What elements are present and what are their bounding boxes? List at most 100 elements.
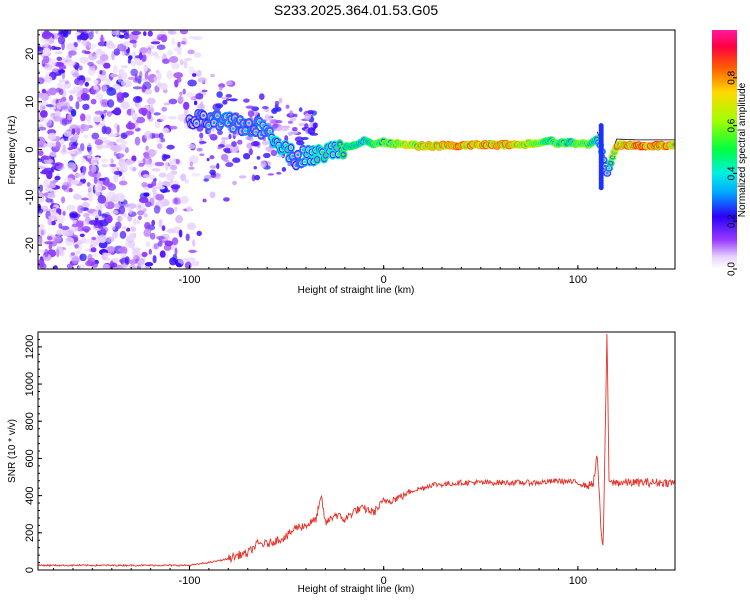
noise-blob (51, 102, 57, 106)
noise-blob (263, 152, 271, 159)
ridge-blob (301, 148, 305, 152)
noise-blob (184, 258, 188, 262)
noise-blob (56, 208, 62, 214)
ridge-blob (254, 130, 258, 134)
noise-blob (75, 32, 81, 36)
noise-blob (163, 102, 170, 106)
noise-blob (118, 205, 126, 215)
noise-blob (101, 118, 105, 127)
noise-blob (80, 92, 89, 101)
noise-blob (119, 142, 127, 151)
noise-blob (120, 80, 128, 87)
noise-blob (113, 48, 121, 56)
noise-blob (48, 193, 56, 198)
noise-blob (118, 180, 128, 186)
noise-blob (124, 242, 131, 247)
noise-blob (81, 157, 85, 164)
noise-blob (169, 257, 177, 266)
noise-blob (105, 236, 115, 243)
noise-blob (105, 257, 110, 262)
noise-blob (144, 130, 153, 140)
ridge-blob (315, 158, 319, 162)
colorbar-ticks: 0.0 0.2 0.4 0.6 0.8 (727, 70, 738, 276)
noise-blob (88, 219, 99, 226)
ridge-blob (296, 153, 300, 157)
noise-blob (119, 34, 125, 39)
noise-blob (147, 97, 156, 105)
noise-blob (58, 79, 66, 83)
noise-blob (68, 187, 73, 193)
noise-blob (48, 244, 53, 250)
noise-blob (162, 154, 171, 159)
noise-blob (68, 30, 72, 35)
noise-blob (168, 158, 178, 167)
colorbar-tick-label: 0.0 (727, 262, 738, 276)
noise-blob (42, 192, 49, 197)
noise-blob (182, 88, 186, 95)
snr-x-tick-label: -100 (178, 575, 200, 587)
snr-y-tick-label: 1000 (24, 372, 36, 396)
noise-blob (184, 179, 189, 184)
noise-blob (97, 194, 107, 204)
noise-blob (135, 116, 146, 124)
noise-blob (146, 110, 152, 120)
noise-blob (142, 156, 153, 165)
noise-blob (268, 115, 272, 122)
noise-blob (63, 130, 72, 137)
noise-blob (43, 55, 50, 64)
noise-blob (110, 158, 114, 164)
noise-blob (203, 178, 209, 182)
noise-blob (92, 228, 102, 231)
noise-blob (217, 130, 223, 136)
noise-blob (101, 84, 107, 92)
noise-blob (281, 167, 287, 172)
noise-blob (166, 172, 175, 181)
noise-blob (144, 262, 154, 267)
noise-blob (41, 30, 52, 40)
noise-blob (70, 252, 76, 256)
noise-blob (88, 43, 96, 50)
noise-blob (143, 64, 148, 72)
noise-blob (185, 233, 190, 242)
noise-blob (195, 93, 204, 100)
noise-blob (250, 141, 260, 147)
noise-blob (55, 102, 64, 108)
noise-blob (132, 249, 141, 257)
noise-blob (56, 215, 65, 224)
noise-blob (88, 52, 97, 61)
noise-blob (109, 163, 117, 167)
noise-blob (158, 180, 162, 188)
noise-blob (81, 197, 89, 201)
noise-blob (193, 52, 202, 58)
noise-blob (44, 248, 49, 258)
noise-blob (40, 110, 48, 118)
noise-blob (104, 141, 115, 147)
noise-blob (131, 30, 142, 36)
noise-blob (101, 145, 112, 149)
noise-blob (90, 30, 94, 36)
noise-blob (89, 244, 94, 249)
noise-blob (74, 173, 82, 178)
noise-blob (83, 77, 91, 82)
noise-blob (189, 161, 194, 167)
noise-blob (72, 194, 82, 200)
noise-blob (116, 124, 120, 134)
noise-blob (232, 180, 237, 186)
noise-blob (156, 44, 166, 50)
snr-x-tick-label: 100 (569, 575, 587, 587)
noise-blob (199, 132, 204, 139)
noise-blob (166, 70, 173, 80)
noise-blob (49, 151, 57, 157)
noise-blob (41, 93, 49, 101)
noise-blob (86, 182, 91, 187)
noise-blob (135, 203, 145, 212)
snr-y-axis-label: SNR (10 * v/v) (7, 419, 18, 483)
noise-blob (55, 87, 61, 93)
noise-blob (38, 249, 44, 253)
noise-blob (309, 132, 319, 136)
noise-blob (171, 62, 181, 70)
noise-blob (54, 61, 64, 67)
noise-blob (117, 73, 122, 83)
noise-blob (38, 212, 43, 217)
